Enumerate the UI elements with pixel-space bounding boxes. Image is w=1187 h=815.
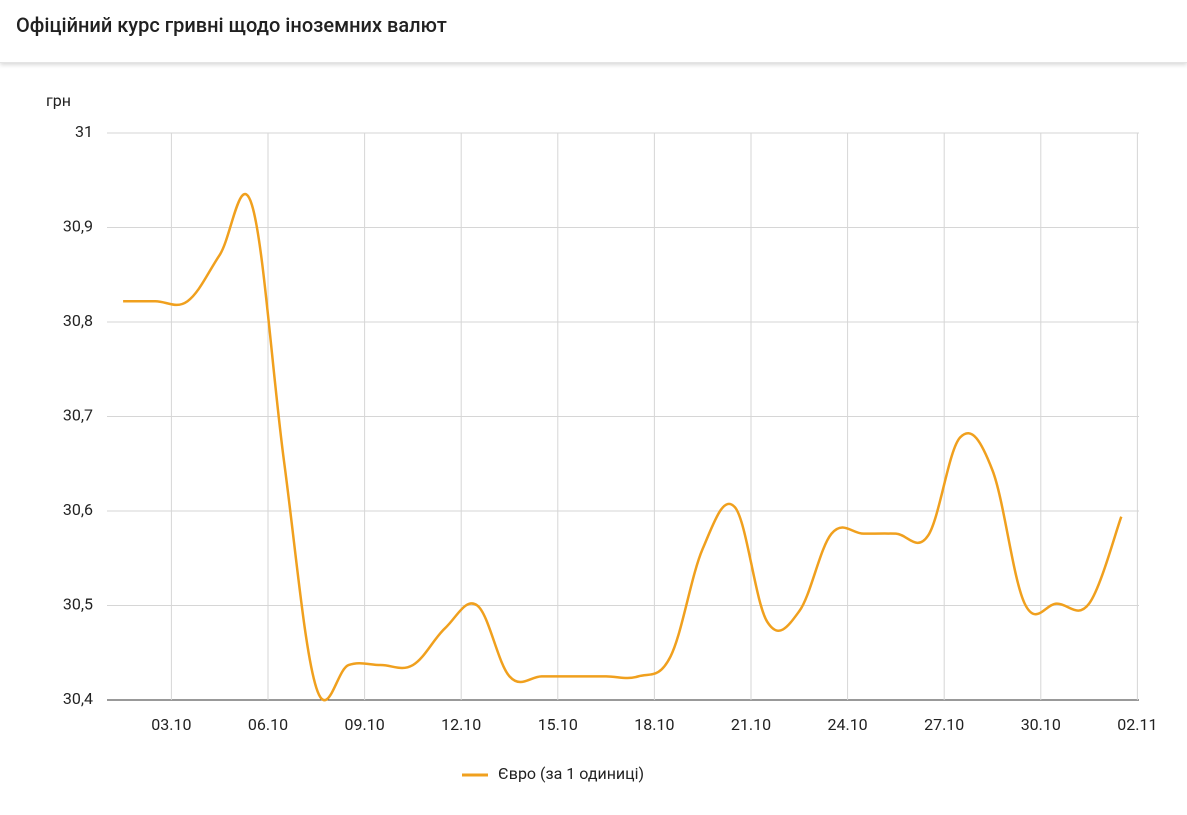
x-tick-label: 30.10 [1021, 715, 1061, 734]
y-tick-label: 30,8 [63, 311, 93, 330]
x-tick-label: 02.11 [1117, 715, 1157, 734]
y-tick-label: 30,6 [63, 500, 93, 519]
x-tick-label: 06.10 [248, 715, 288, 734]
x-tick-label: 21.10 [731, 715, 771, 734]
y-tick-label: 30,5 [63, 595, 93, 614]
x-tick-label: 15.10 [538, 715, 578, 734]
x-tick-label: 12.10 [441, 715, 481, 734]
x-tick-label: 09.10 [345, 715, 385, 734]
header: Офіційний курс гривні щодо іноземних вал… [0, 0, 1187, 63]
line [123, 193, 1123, 702]
x-tick-label: 03.10 [151, 715, 191, 734]
y-tick-label: 30,4 [63, 689, 93, 708]
y-tick-label: 31 [75, 122, 93, 141]
x-tick-label: 24.10 [827, 715, 867, 734]
chart-title: Офіційний курс гривні щодо іноземних вал… [16, 13, 447, 37]
y-tick-label: 30,7 [63, 406, 93, 425]
chart: грн 30,4 30,5 30,6 30,7 30,8 30,9 31 03.10 06.10… [46, 91, 1157, 783]
y-tick-label: 30,9 [63, 217, 93, 236]
y-axis-label: грн [46, 91, 71, 110]
x-tick-label: 18.10 [634, 715, 674, 734]
x-tick-label: 27.10 [924, 715, 964, 734]
legend-label: Євро (за 1 одиниці) [498, 764, 644, 783]
